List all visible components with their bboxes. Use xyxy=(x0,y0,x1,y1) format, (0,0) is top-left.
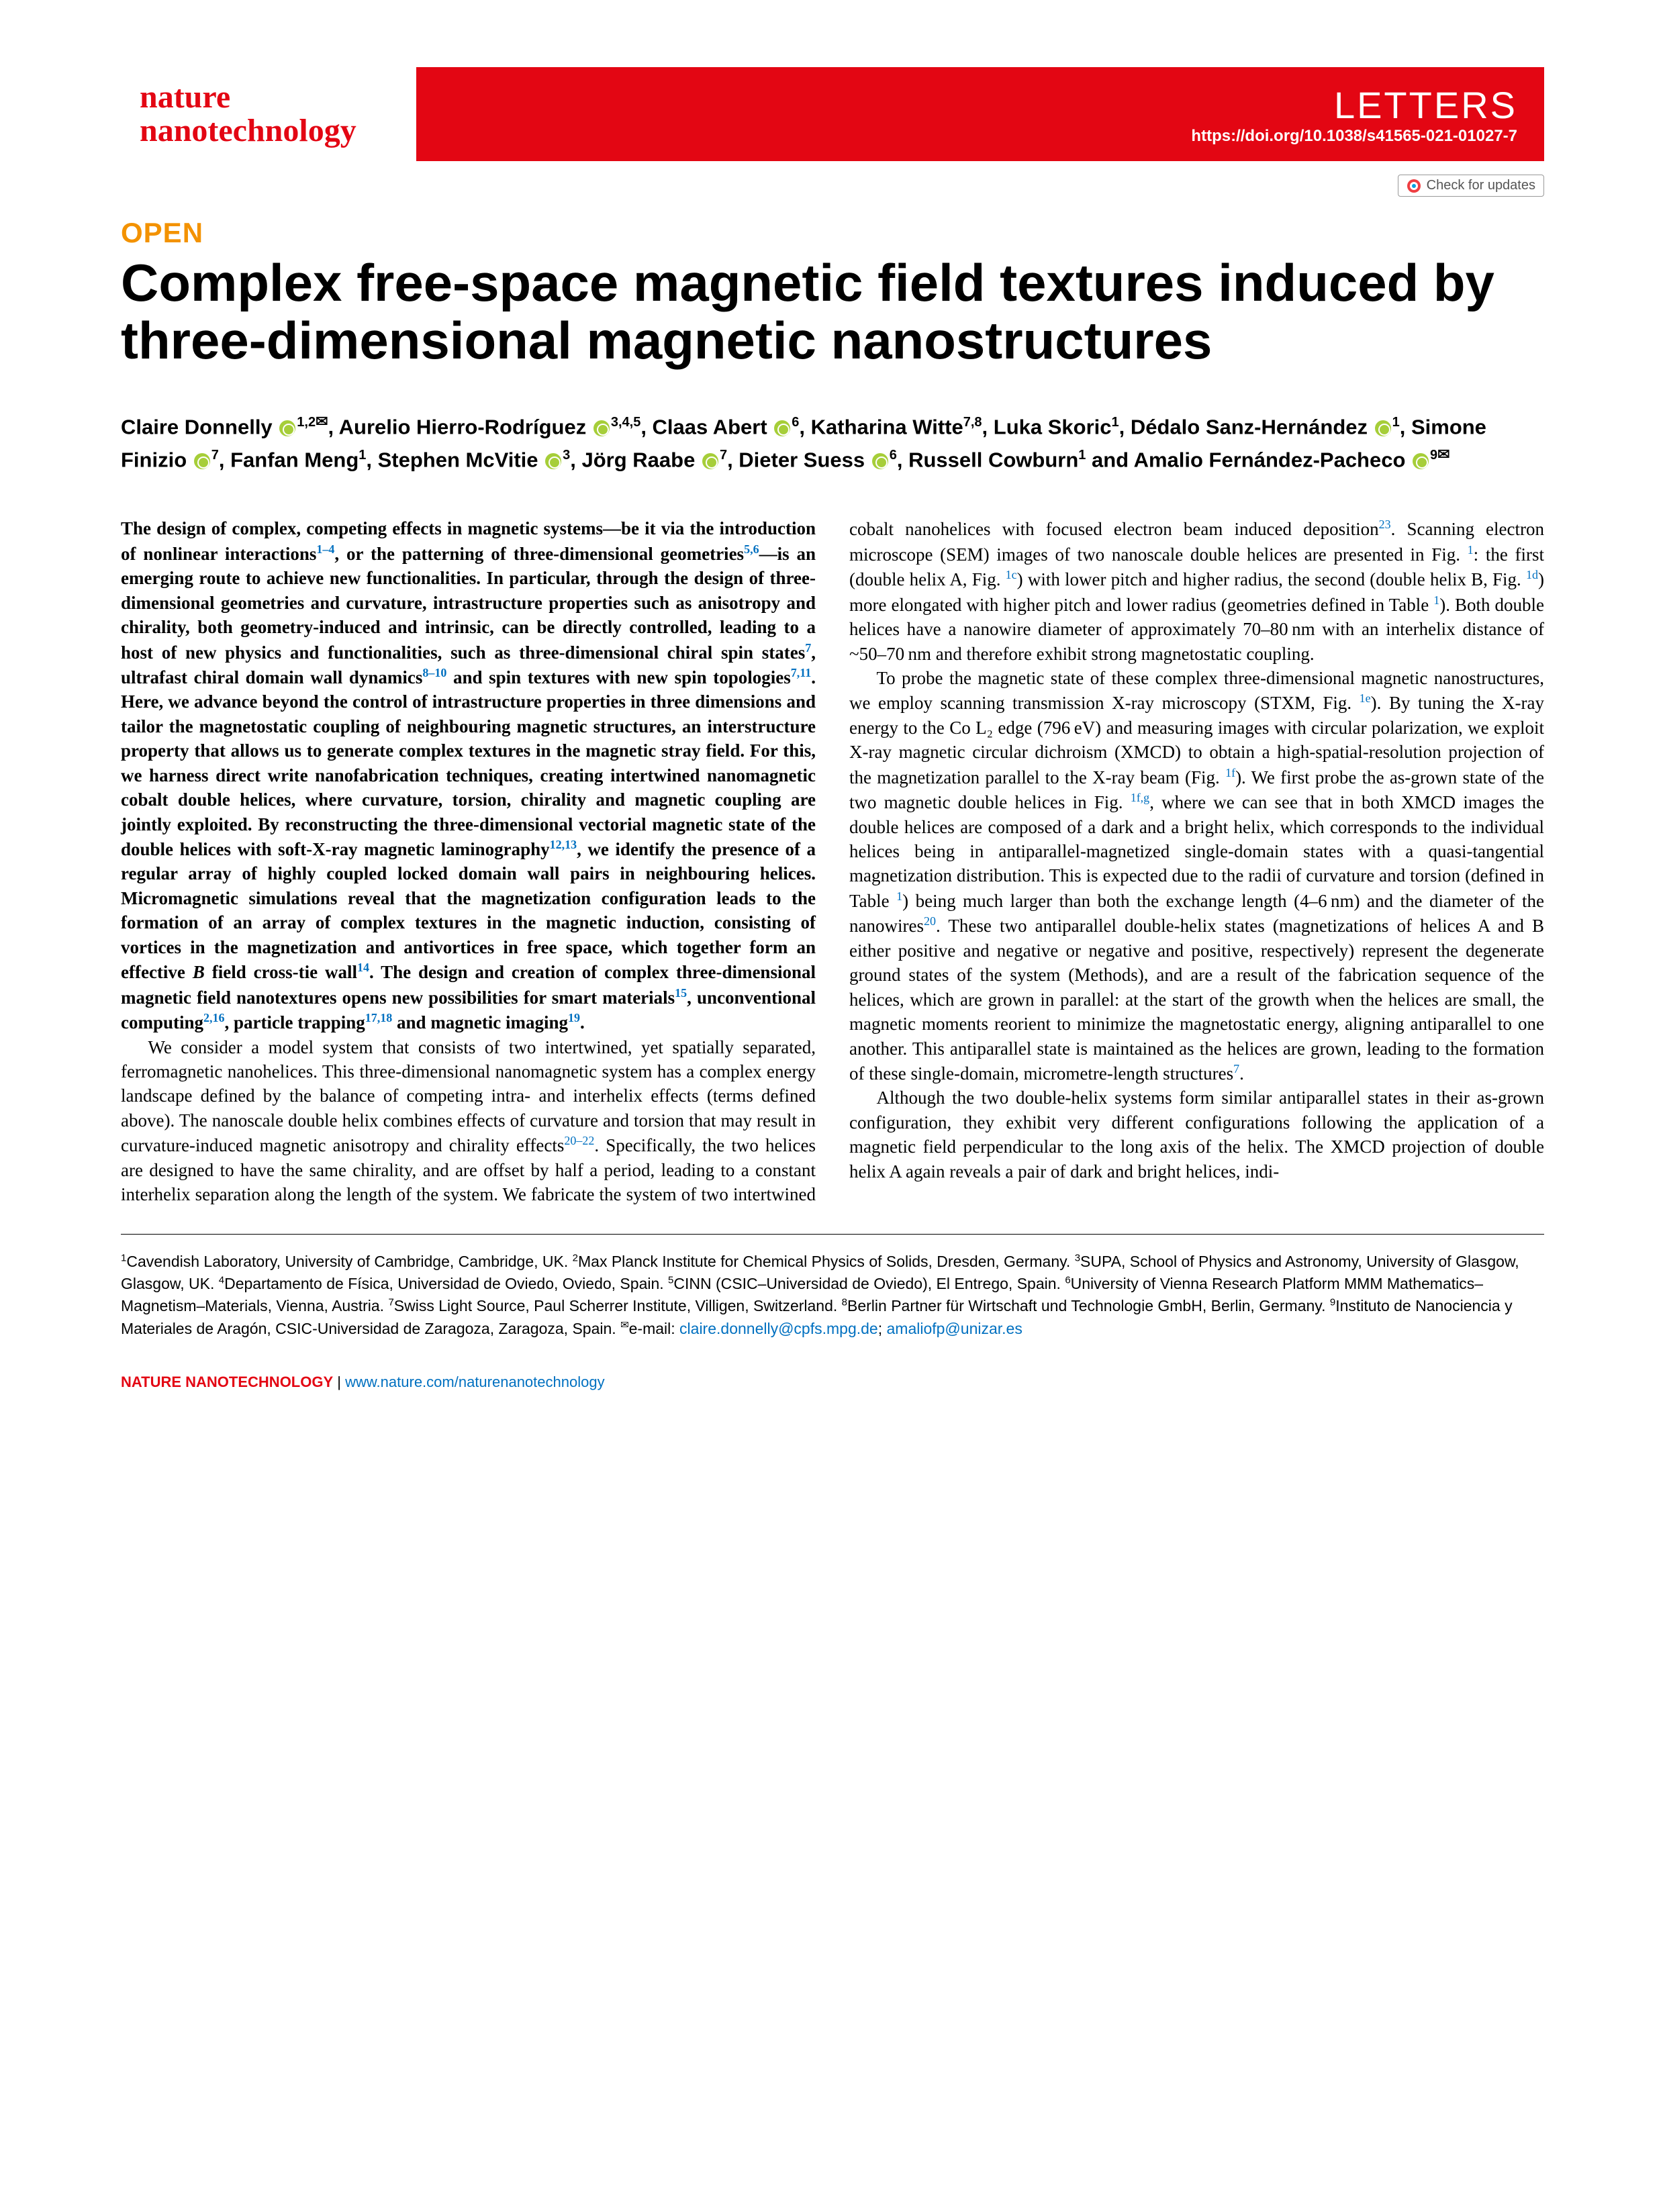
journal-logo-box: nature nanotechnology xyxy=(121,67,416,161)
journal-line2: nanotechnology xyxy=(140,113,356,148)
check-updates-badge[interactable]: Check for updates xyxy=(1398,175,1544,197)
body-paragraph-3: Although the two double-helix systems fo… xyxy=(849,1086,1544,1184)
footer-url[interactable]: www.nature.com/naturenanotechnology xyxy=(345,1374,604,1390)
header-red-bar: LETTERS https://doi.org/10.1038/s41565-0… xyxy=(416,67,1544,161)
article-title: Complex free-space magnetic field textur… xyxy=(121,254,1544,370)
article-body: The design of complex, competing effects… xyxy=(121,516,1544,1206)
check-updates-row: Check for updates xyxy=(121,175,1544,197)
section-label: LETTERS xyxy=(1334,83,1517,127)
header-bar: nature nanotechnology LETTERS https://do… xyxy=(121,67,1544,161)
check-updates-text: Check for updates xyxy=(1427,178,1535,193)
body-paragraph-2: To probe the magnetic state of these com… xyxy=(849,666,1544,1086)
crossmark-icon xyxy=(1407,179,1421,193)
journal-line1: nature xyxy=(140,79,230,115)
author-list: Claire Donnelly 1,2✉, Aurelio Hierro-Rod… xyxy=(121,410,1544,477)
open-access-label: OPEN xyxy=(121,217,1544,249)
abstract: The design of complex, competing effects… xyxy=(121,516,816,1035)
journal-name: nature nanotechnology xyxy=(140,81,356,148)
footer-sep: | xyxy=(333,1374,345,1390)
affiliations: 1Cavendish Laboratory, University of Cam… xyxy=(121,1234,1544,1340)
footer: NATURE NANOTECHNOLOGY | www.nature.com/n… xyxy=(121,1374,1544,1391)
doi-link[interactable]: https://doi.org/10.1038/s41565-021-01027… xyxy=(1191,127,1517,146)
footer-brand: NATURE NANOTECHNOLOGY xyxy=(121,1374,333,1390)
